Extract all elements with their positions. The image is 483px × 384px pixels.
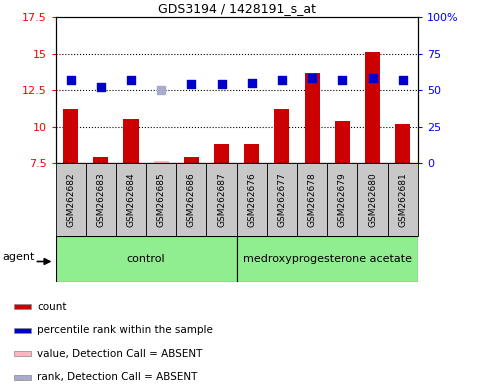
Bar xyxy=(93,157,108,163)
Bar xyxy=(14,328,30,333)
Bar xyxy=(207,163,237,236)
Text: GSM262684: GSM262684 xyxy=(127,172,136,227)
Text: GSM262678: GSM262678 xyxy=(308,172,317,227)
Text: count: count xyxy=(38,302,67,312)
Bar xyxy=(56,163,86,236)
Bar xyxy=(297,163,327,236)
Bar xyxy=(14,351,30,356)
Bar xyxy=(154,161,169,163)
Bar xyxy=(214,144,229,163)
Point xyxy=(157,86,165,93)
Bar xyxy=(14,375,30,380)
Bar xyxy=(124,119,139,163)
Bar xyxy=(244,144,259,163)
Bar xyxy=(365,52,380,163)
Bar xyxy=(176,163,207,236)
Text: GSM262682: GSM262682 xyxy=(66,172,75,227)
Bar xyxy=(274,109,289,163)
Point xyxy=(248,80,256,86)
Point xyxy=(278,77,286,83)
Text: GSM262685: GSM262685 xyxy=(156,172,166,227)
Text: agent: agent xyxy=(3,252,35,262)
Text: medroxyprogesterone acetate: medroxyprogesterone acetate xyxy=(243,254,412,264)
Text: control: control xyxy=(127,254,165,264)
Point xyxy=(187,81,195,88)
Bar xyxy=(237,236,418,282)
Text: GSM262679: GSM262679 xyxy=(338,172,347,227)
Point xyxy=(369,75,376,81)
Bar xyxy=(335,121,350,163)
Text: GSM262677: GSM262677 xyxy=(277,172,286,227)
Bar xyxy=(395,124,410,163)
Text: rank, Detection Call = ABSENT: rank, Detection Call = ABSENT xyxy=(38,372,198,382)
Text: GSM262676: GSM262676 xyxy=(247,172,256,227)
Bar xyxy=(305,73,320,163)
Bar xyxy=(237,163,267,236)
Point xyxy=(308,75,316,81)
Text: percentile rank within the sample: percentile rank within the sample xyxy=(38,325,213,335)
Point xyxy=(67,77,74,83)
Text: GSM262687: GSM262687 xyxy=(217,172,226,227)
Bar xyxy=(86,163,116,236)
Bar xyxy=(56,236,237,282)
Text: GSM262686: GSM262686 xyxy=(187,172,196,227)
Bar xyxy=(116,163,146,236)
Bar xyxy=(357,163,388,236)
Bar xyxy=(388,163,418,236)
Point xyxy=(399,77,407,83)
Bar xyxy=(267,163,297,236)
Point xyxy=(97,84,105,90)
Text: value, Detection Call = ABSENT: value, Detection Call = ABSENT xyxy=(38,349,203,359)
Bar xyxy=(327,163,357,236)
Bar xyxy=(184,157,199,163)
Bar xyxy=(63,109,78,163)
Text: GSM262680: GSM262680 xyxy=(368,172,377,227)
Point xyxy=(339,77,346,83)
Title: GDS3194 / 1428191_s_at: GDS3194 / 1428191_s_at xyxy=(157,2,316,15)
Bar xyxy=(14,304,30,310)
Point xyxy=(218,81,226,88)
Point xyxy=(127,77,135,83)
Text: GSM262683: GSM262683 xyxy=(96,172,105,227)
Text: GSM262681: GSM262681 xyxy=(398,172,407,227)
Bar xyxy=(146,163,176,236)
